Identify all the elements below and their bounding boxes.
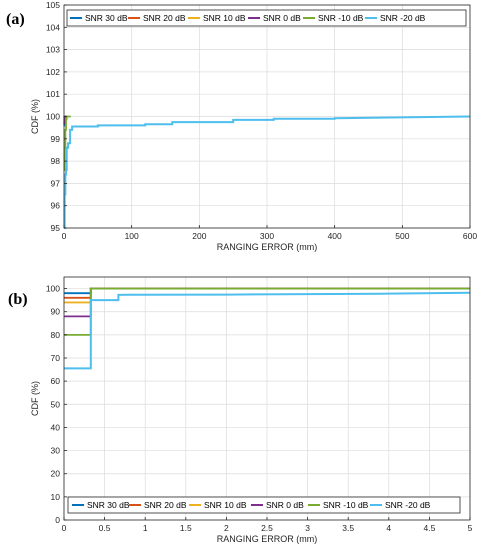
y-tick-label: 99 xyxy=(51,134,61,144)
legend-box xyxy=(66,9,467,27)
x-tick-label: 2 xyxy=(224,523,229,533)
y-tick-label: 101 xyxy=(46,89,60,99)
legend-entry: SNR 0 dB xyxy=(263,13,301,23)
x-tick-label: 4 xyxy=(386,523,391,533)
legend-entry: SNR -20 dB xyxy=(385,500,431,510)
x-tick-label: 0 xyxy=(62,231,67,241)
y-tick-label: 97 xyxy=(51,178,61,188)
legend-entry: SNR 0 dB xyxy=(266,500,304,510)
chart-panel-b: 0 0.5 1 1.5 2 2.5 3 3.5 4 4.5 50102030405060708090… xyxy=(8,276,473,544)
x-axis-label: RANGING ERROR (mm) xyxy=(217,242,318,252)
series-line-snr-20-db xyxy=(63,115,471,229)
x-tick-label: 400 xyxy=(328,231,342,241)
y-tick-label: 0 xyxy=(55,515,60,525)
y-tick-label: 100 xyxy=(46,284,60,294)
legend-entry: SNR -20 dB xyxy=(380,13,426,23)
legend-entry: SNR 10 dB xyxy=(204,500,247,510)
y-tick-label: 95 xyxy=(51,223,61,233)
legend: SNR 30 dB SNR 20 dB SNR 10 dB SNR 0 dB SNR -… xyxy=(67,496,461,514)
legend: SNR 30 dB SNR 20 dB SNR 10 dB SNR 0 dB SNR -… xyxy=(66,9,467,27)
y-tick-label: 105 xyxy=(46,0,60,10)
x-tick-label: 500 xyxy=(395,231,409,241)
x-tick-label: 300 xyxy=(260,231,274,241)
y-tick-label: 60 xyxy=(51,376,61,386)
legend-entry: SNR 20 dB xyxy=(144,500,187,510)
y-tick-label: 80 xyxy=(51,330,61,340)
legend-entry: SNR 20 dB xyxy=(143,13,186,23)
x-tick-label: 1.5 xyxy=(180,523,192,533)
y-tick-label: 90 xyxy=(51,307,61,317)
y-tick-label: 20 xyxy=(51,469,61,479)
y-tick-label: 30 xyxy=(51,446,61,456)
x-tick-label: 0.5 xyxy=(99,523,111,533)
panel-label: (b) xyxy=(8,291,28,308)
y-axis-label: CDF (%) xyxy=(30,381,40,416)
y-tick-label: 103 xyxy=(46,45,60,55)
legend-entry: SNR -10 dB xyxy=(323,500,369,510)
legend-entry: SNR 30 dB xyxy=(87,500,130,510)
x-tick-label: 200 xyxy=(192,231,206,241)
x-tick-label: 4.5 xyxy=(423,523,435,533)
legend-entry: SNR -10 dB xyxy=(318,13,364,23)
y-tick-label: 10 xyxy=(51,492,61,502)
legend-entry: SNR 30 dB xyxy=(85,13,128,23)
x-tick-label: 5 xyxy=(468,523,473,533)
chart-panel-a: 0 100 200 300 400 500 600 95 96 97 98 99 100 101 102 10… xyxy=(6,0,477,252)
legend-box xyxy=(67,496,461,514)
x-tick-label: 600 xyxy=(463,231,477,241)
panel-label: (a) xyxy=(6,11,25,28)
x-tick-label: 1 xyxy=(143,523,148,533)
x-tick-label: 3 xyxy=(305,523,310,533)
series-line-snr-10-db xyxy=(63,115,71,171)
y-tick-label: 50 xyxy=(51,399,61,409)
legend-entry: SNR 10 dB xyxy=(203,13,246,23)
y-tick-label: 70 xyxy=(51,353,61,363)
y-tick-label: 40 xyxy=(51,422,61,432)
x-tick-label: 3.5 xyxy=(342,523,354,533)
y-tick-label: 100 xyxy=(46,112,60,122)
x-tick-label: 2.5 xyxy=(261,523,273,533)
y-axis-label: CDF (%) xyxy=(30,99,40,134)
x-axis-label: RANGING ERROR (mm) xyxy=(217,534,318,544)
x-tick-label: 100 xyxy=(125,231,139,241)
series-line-snr-20-db xyxy=(64,291,471,370)
y-tick-label: 96 xyxy=(51,201,61,211)
y-tick-label: 104 xyxy=(46,22,60,32)
x-tick-label: 0 xyxy=(62,523,67,533)
y-tick-label: 102 xyxy=(46,67,60,77)
y-tick-label: 98 xyxy=(51,156,61,166)
